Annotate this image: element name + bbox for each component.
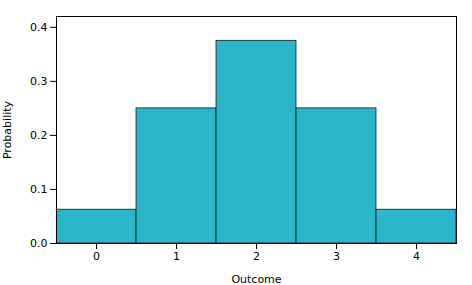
svg-text:0.3: 0.3 [30,75,48,88]
svg-text:0.1: 0.1 [30,183,48,196]
svg-text:4: 4 [413,250,420,263]
svg-text:0.0: 0.0 [30,237,48,250]
svg-text:3: 3 [333,250,340,263]
svg-text:Outcome: Outcome [231,273,281,285]
svg-text:0.4: 0.4 [30,21,48,34]
svg-text:Probability: Probability [1,100,14,159]
svg-text:1: 1 [173,250,180,263]
svg-text:2: 2 [253,250,260,263]
svg-text:0.2: 0.2 [30,129,48,142]
svg-text:0: 0 [93,250,100,263]
